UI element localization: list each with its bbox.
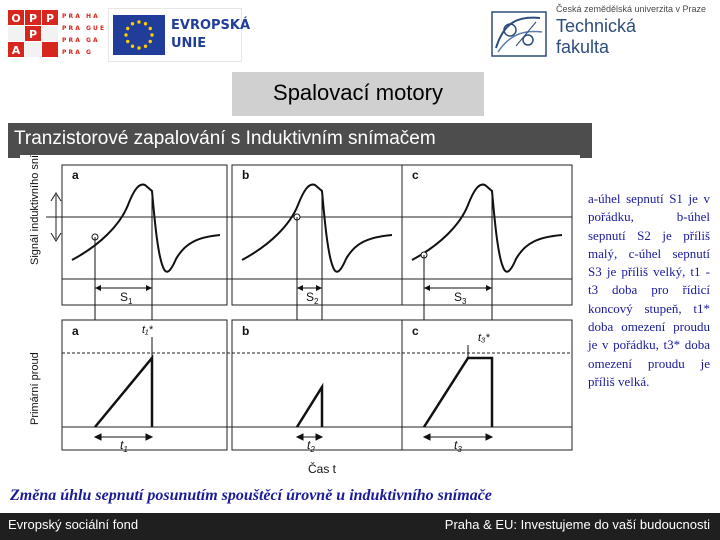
- faculty-name: Technická fakulta: [556, 16, 636, 58]
- footer-bar: Evropský sociální fond Praha & EU: Inves…: [0, 513, 720, 540]
- eu-star-icon: [126, 26, 130, 31]
- eu-star-icon: [148, 39, 152, 44]
- opp-letter-p3: P: [29, 28, 37, 41]
- panel-label-top-b: b: [242, 168, 249, 182]
- eu-star-icon: [143, 22, 148, 26]
- opp-letter-o: O: [11, 12, 20, 25]
- eu-text-line2: UNIE: [171, 36, 207, 51]
- t-label-2: t2: [307, 438, 315, 454]
- eu-text-line1: EVROPSKÁ: [171, 18, 251, 33]
- panel-label-top-a: a: [72, 168, 79, 182]
- eu-logo: EVROPSKÁ UNIE: [108, 8, 250, 62]
- title-box: Spalovací motory: [232, 72, 484, 116]
- y-label-signal: Signál induktivního snímače: [29, 155, 41, 265]
- y-label-current: Primární proud: [29, 352, 41, 425]
- s-label-3: S3: [454, 290, 467, 306]
- slide-subtitle: Tranzistorové zapalování s Induktivním s…: [14, 128, 436, 149]
- opp-letter-a: A: [12, 44, 21, 57]
- header-band: O P P P A P R A P R A P R A P R A H A G …: [0, 0, 720, 70]
- panel-label-bottom-a: a: [72, 324, 79, 338]
- footnote: Změna úhlu sepnutí posunutím spouštěcí ú…: [10, 487, 492, 504]
- panel-bottom-c: c: [401, 319, 573, 451]
- panel-label-bottom-c: c: [412, 324, 419, 338]
- footer-right-text: Praha & EU: Investujeme do vaší budoucno…: [444, 517, 710, 532]
- university-name: Česká zemědělská univerzita v Praze: [556, 4, 707, 14]
- eu-star-icon: [137, 20, 141, 24]
- s-label-1: S1: [120, 290, 133, 306]
- panel-top-c: c: [401, 164, 573, 306]
- eu-star-icon: [137, 46, 141, 50]
- opp-grid-row2: P R A: [62, 25, 80, 32]
- opp-grid2-row2: G U E: [86, 25, 104, 32]
- signal-curve-c: [411, 183, 563, 273]
- panel-label-top-c: c: [412, 168, 419, 182]
- technicka-fakulta-logo: Česká zemědělská univerzita v Praze Tech…: [484, 2, 718, 64]
- eu-star-icon: [124, 33, 128, 37]
- opp-letter-p1: P: [29, 12, 37, 25]
- opp-grid-row4: P R A: [62, 49, 80, 56]
- opp-praha-logo: O P P P A P R A P R A P R A P R A H A G …: [6, 8, 106, 60]
- university-emblem-icon: [488, 8, 550, 60]
- eu-star-icon: [126, 39, 130, 44]
- eu-star-icon: [143, 44, 148, 48]
- current-ramp-c: [422, 356, 494, 428]
- time-axis-label: Čas t: [308, 461, 337, 476]
- t3-star-label: t₃*: [478, 332, 490, 344]
- panel-label-bottom-b: b: [242, 324, 249, 338]
- eu-star-icon: [150, 33, 154, 37]
- panel-bottom-b: b: [231, 319, 403, 451]
- t1-star-label: t₁*: [142, 324, 154, 336]
- signal-curve-a: [71, 183, 221, 273]
- eu-flag-icon: [113, 15, 165, 55]
- slide-title: Spalovací motory: [273, 80, 443, 105]
- opp-grid2-row4: G: [86, 49, 91, 56]
- eu-star-icon: [148, 26, 152, 31]
- opp-grid2-row3: G A: [86, 37, 98, 44]
- eu-text: EVROPSKÁ UNIE: [171, 17, 250, 53]
- description-text: a-úhel sepnutí S1 je v pořádku, b-úhel s…: [588, 191, 710, 389]
- s-label-2: S2: [306, 290, 319, 306]
- t-label-3: t3: [454, 438, 462, 454]
- footer-left-text: Evropský sociální fond: [8, 517, 139, 532]
- subtitle-box: Tranzistorové zapalování s Induktivním s…: [8, 123, 592, 158]
- opp-grid2-row1: H A: [86, 13, 98, 20]
- signal-curve-b: [241, 183, 393, 273]
- current-ramp-b: [295, 382, 324, 428]
- panel-top-b: b: [231, 164, 403, 306]
- eu-star-icon: [130, 22, 135, 26]
- panel-bottom-a: a: [61, 319, 228, 451]
- opp-grid-row3: P R A: [62, 37, 80, 44]
- panel-top-a: a: [61, 164, 228, 306]
- faculty-name-line1: Technická: [556, 16, 637, 36]
- t-label-1: t1: [120, 438, 128, 454]
- eu-star-icon: [130, 44, 135, 48]
- ignition-diagram: Signál induktivního snímače Primární pro…: [20, 155, 580, 480]
- opp-grid-row1: P R A: [62, 13, 80, 20]
- opp-letter-p2: P: [46, 12, 54, 25]
- faculty-name-line2: fakulta: [556, 37, 610, 57]
